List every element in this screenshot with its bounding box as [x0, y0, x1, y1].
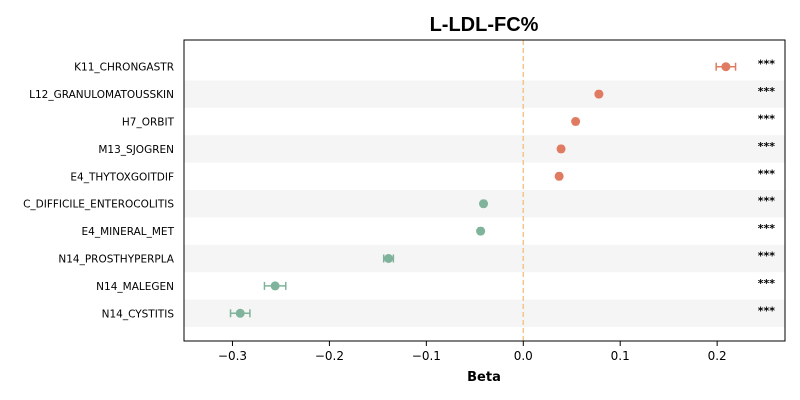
data-point: [556, 144, 566, 154]
data-point: [235, 308, 245, 318]
category-label: N14_PROSTHYPERPLA: [58, 254, 174, 266]
row-stripe: [184, 135, 785, 163]
data-points: [235, 62, 731, 318]
category-label: M13_SJOGREN: [98, 144, 174, 156]
x-axis-label: Beta: [467, 370, 501, 385]
x-tick-label: −0.2: [315, 349, 344, 363]
significance-label: ***: [758, 167, 776, 180]
row-stripe: [184, 299, 785, 327]
significance-label: ***: [758, 277, 776, 290]
significance-label: ***: [758, 58, 776, 71]
significance-label: ***: [758, 140, 776, 153]
category-label: E4_MINERAL_MET: [82, 226, 175, 238]
row-stripe: [184, 80, 785, 108]
category-label: N14_MALEGEN: [96, 281, 174, 293]
x-tick-label: 0.2: [708, 349, 727, 363]
data-point: [571, 117, 581, 126]
category-label: L12_GRANULOMATOUSSKIN: [29, 89, 174, 101]
x-axis-ticks: −0.3 −0.2 −0.1 0.0 0.1 0.2: [218, 341, 727, 363]
significance-label: ***: [758, 304, 776, 317]
category-label: H7_ORBIT: [122, 117, 175, 129]
data-point: [384, 254, 394, 263]
category-label: K11_CHRONGASTR: [74, 62, 174, 74]
significance-label: ***: [758, 222, 776, 235]
row-stripes: [184, 80, 785, 327]
x-tick-label: −0.3: [218, 349, 247, 363]
plot-frame: [183, 39, 786, 342]
category-label: E4_THYTOXGOITDIF: [70, 171, 174, 183]
data-point: [594, 89, 604, 99]
category-labels: K11_CHRONGASTR L12_GRANULOMATOUSSKIN H7_OR…: [23, 62, 175, 321]
x-tick-label: −0.1: [412, 349, 441, 363]
data-point: [270, 281, 280, 291]
data-point: [554, 171, 564, 181]
data-point: [479, 199, 489, 209]
significance-label: ***: [758, 85, 776, 98]
x-tick-label: 0.1: [611, 349, 630, 363]
category-label: N14_CYSTITIS: [102, 308, 175, 320]
significance-label: ***: [758, 113, 776, 126]
x-tick-label: 0.0: [514, 349, 533, 363]
significance-labels: *** *** *** *** *** *** *** *** *** ***: [758, 58, 776, 318]
significance-label: ***: [758, 250, 776, 263]
data-point: [476, 226, 486, 236]
category-label: C_DIFFICILE_ENTEROCOLITIS: [23, 199, 174, 211]
chart-title: L-LDL-FC%: [430, 14, 539, 36]
data-point: [721, 62, 731, 72]
significance-label: ***: [758, 195, 776, 208]
row-stripe: [184, 244, 785, 273]
